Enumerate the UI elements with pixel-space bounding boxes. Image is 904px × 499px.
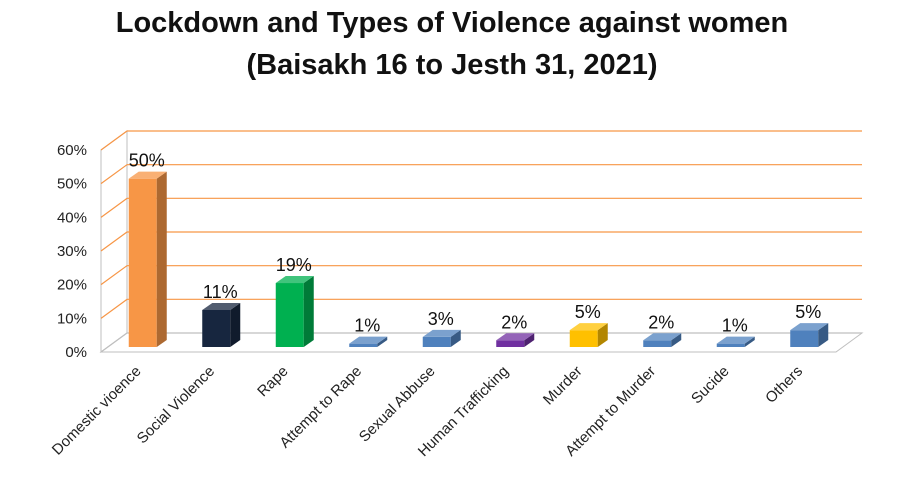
bar-top bbox=[275, 276, 314, 284]
gridline bbox=[100, 265, 862, 286]
bar bbox=[716, 336, 755, 347]
bar bbox=[643, 333, 682, 347]
y-tick-label: 20% bbox=[57, 277, 87, 294]
data-labels: 50% 11% 19% 1% 3% 2% 5% 2% 1% 5% bbox=[129, 151, 822, 336]
data-label: 1% bbox=[722, 316, 748, 336]
gridline bbox=[100, 332, 862, 353]
bar-side bbox=[156, 171, 167, 347]
bar-side bbox=[377, 336, 388, 347]
bar-side bbox=[597, 323, 608, 347]
bar-top bbox=[496, 333, 535, 341]
bar-side bbox=[818, 323, 829, 347]
bars bbox=[128, 171, 829, 347]
data-label: 50% bbox=[129, 151, 165, 171]
bar-top bbox=[716, 336, 755, 344]
data-label: 5% bbox=[795, 302, 821, 322]
bar-front bbox=[422, 336, 451, 347]
bar-top bbox=[790, 323, 829, 331]
bar-side bbox=[524, 333, 535, 347]
bar bbox=[790, 323, 829, 347]
category-label: Social Violence bbox=[134, 363, 218, 447]
category-label: Murder bbox=[540, 363, 586, 409]
category-label: Rape bbox=[254, 363, 291, 400]
y-tick-label: 0% bbox=[65, 344, 87, 361]
bar-top bbox=[128, 171, 167, 179]
bar bbox=[275, 276, 314, 347]
gridlines bbox=[100, 130, 862, 353]
bar bbox=[349, 336, 388, 347]
data-label: 1% bbox=[354, 316, 380, 336]
bar bbox=[496, 333, 535, 347]
bar bbox=[422, 329, 461, 347]
bar bbox=[569, 323, 608, 347]
bar-side bbox=[671, 333, 682, 347]
bar bbox=[128, 171, 167, 347]
bar-side bbox=[450, 329, 461, 347]
bar-top bbox=[349, 336, 388, 344]
gridline bbox=[100, 130, 862, 151]
bar-side bbox=[303, 276, 314, 347]
chart-title-line1: Lockdown and Types of Violence against w… bbox=[115, 7, 789, 39]
category-label: Domestic vioence bbox=[49, 363, 145, 459]
y-tick-label: 40% bbox=[57, 209, 87, 226]
data-label: 2% bbox=[501, 312, 527, 332]
data-label: 19% bbox=[276, 255, 312, 275]
bar-front bbox=[569, 330, 598, 347]
bar-top bbox=[202, 302, 241, 310]
bar-front bbox=[716, 343, 745, 347]
bar-top bbox=[643, 333, 682, 341]
bar-side bbox=[230, 302, 241, 347]
category-label: Sexual Abbuse bbox=[356, 363, 439, 446]
gridline bbox=[100, 298, 862, 319]
bar-front bbox=[275, 283, 304, 347]
y-tick-label: 50% bbox=[57, 176, 87, 193]
data-label: 11% bbox=[203, 282, 238, 302]
bar-front bbox=[496, 340, 525, 347]
category-label: Others bbox=[762, 363, 806, 407]
data-label: 3% bbox=[428, 309, 454, 329]
data-label: 5% bbox=[575, 302, 601, 322]
bar-side bbox=[744, 336, 755, 347]
y-tick-label: 60% bbox=[57, 142, 87, 159]
chart-title: Lockdown and Types of Violence against w… bbox=[0, 2, 904, 86]
y-tick-label: 10% bbox=[57, 310, 87, 327]
category-label: Sucide bbox=[688, 363, 732, 407]
gridline bbox=[100, 231, 862, 252]
gridline bbox=[100, 164, 862, 185]
chart-subtitle: (Baisakh 16 to Jesth 31, 2021) bbox=[246, 49, 658, 81]
bar-front bbox=[643, 340, 672, 347]
y-axis-ticks: 0% 10% 20% 30% 40% 50% 60% bbox=[57, 142, 87, 361]
bar-front bbox=[202, 309, 231, 347]
bar-front bbox=[128, 178, 157, 347]
bar-front bbox=[790, 330, 819, 347]
gridline bbox=[100, 197, 862, 218]
bar-front bbox=[349, 343, 378, 347]
bar bbox=[202, 302, 241, 347]
data-label: 2% bbox=[648, 312, 674, 332]
bar-top bbox=[422, 329, 461, 337]
bar-top bbox=[569, 323, 608, 331]
y-tick-label: 30% bbox=[57, 243, 87, 260]
